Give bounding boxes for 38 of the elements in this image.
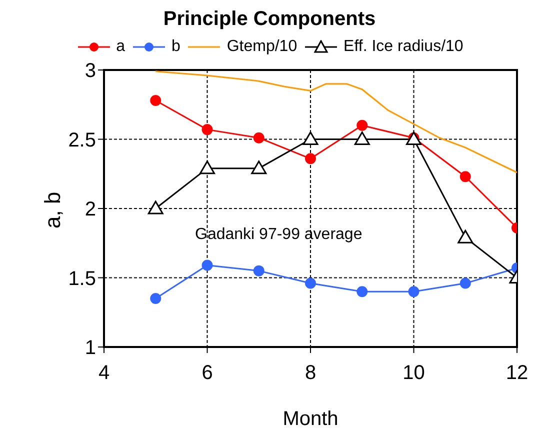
point <box>251 160 267 174</box>
point <box>253 132 264 144</box>
point <box>150 293 162 304</box>
line-series <box>154 70 517 174</box>
x-tick-label: 10 <box>402 362 425 384</box>
legend-label: a <box>115 38 126 56</box>
point <box>356 120 368 131</box>
point <box>150 94 162 106</box>
point <box>253 265 264 276</box>
point <box>458 230 474 244</box>
point <box>408 286 420 298</box>
y-tick-label: 2 <box>84 198 96 221</box>
point <box>302 132 318 145</box>
point <box>460 171 471 182</box>
y-tick-label: 2.5 <box>68 129 96 152</box>
x-tick-label: 8 <box>304 362 316 384</box>
point <box>202 260 213 271</box>
x-axis-title: Month <box>282 408 338 430</box>
legend-label: b <box>170 38 180 56</box>
point <box>200 160 215 174</box>
legend-label: Gtemp/10 <box>226 38 298 56</box>
y-axis-title: a, b <box>40 192 65 228</box>
point <box>305 278 316 289</box>
point <box>148 200 164 214</box>
chart-title: Principle Components <box>162 8 377 31</box>
y-tick-label: 3 <box>84 60 96 82</box>
y-tick-label: 1.5 <box>68 268 96 290</box>
y-tick-label: 1 <box>84 337 96 360</box>
point <box>356 286 368 298</box>
point <box>460 278 471 289</box>
legend-label: Eff. Ice radius/10 <box>342 38 464 56</box>
x-tick-label: 4 <box>98 362 110 384</box>
point <box>354 132 370 145</box>
point <box>202 124 213 136</box>
point <box>305 153 316 164</box>
annotation: Gadanki 97-99 average <box>195 226 362 244</box>
x-tick-label: 6 <box>202 362 213 384</box>
x-tick-label: 12 <box>506 362 528 384</box>
